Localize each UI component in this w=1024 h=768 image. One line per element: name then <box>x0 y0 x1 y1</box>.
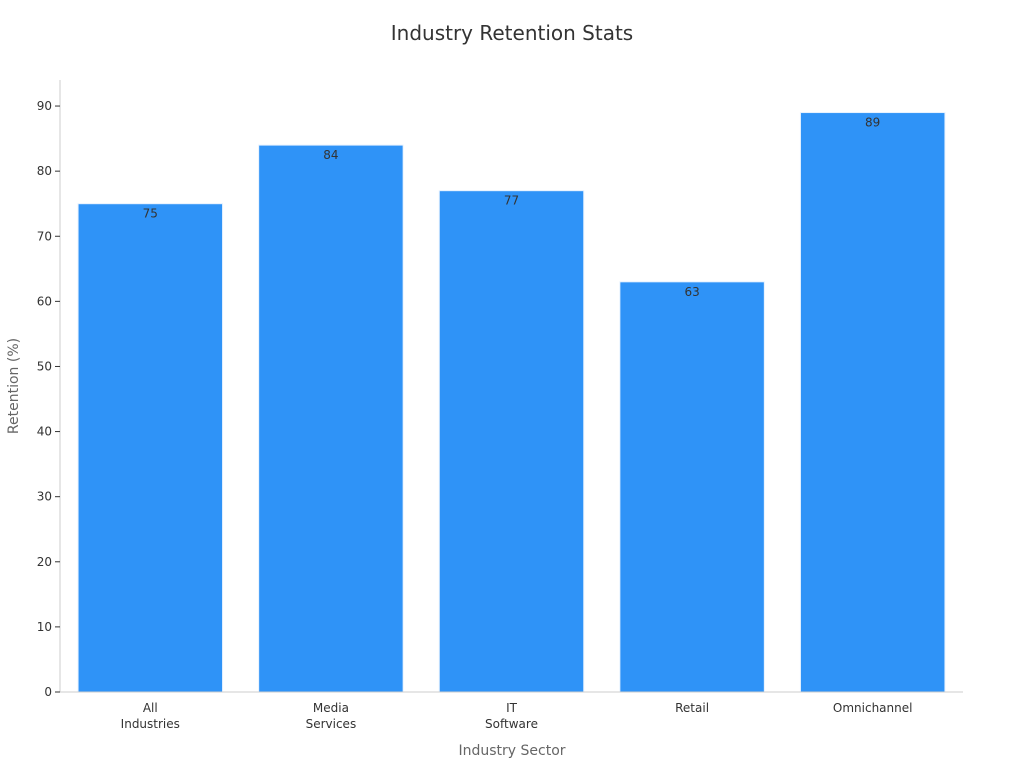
axes-layer: All Industries Media Services IT Software Reta… <box>37 80 963 731</box>
y-tick-label-7: 70 <box>37 229 52 243</box>
y-tick-label-6: 60 <box>37 294 52 308</box>
data-label-0: 75 <box>143 207 158 221</box>
y-axis-label: Retention (%) <box>6 338 22 434</box>
y-tick-label-9: 90 <box>37 99 52 113</box>
bar-2 <box>438 190 585 693</box>
data-label-1: 84 <box>323 148 338 162</box>
y-tick-label-2: 20 <box>37 555 52 569</box>
x-tick-label-3: Retail <box>675 701 709 715</box>
y-tick-label-5: 50 <box>37 359 52 373</box>
x-tick-label-4: Omnichannel <box>833 701 913 715</box>
y-tick-label-3: 30 <box>37 490 52 504</box>
data-label-4: 89 <box>865 116 880 130</box>
y-tick-label-4: 40 <box>37 425 52 439</box>
chart-title: Industry Retention Stats <box>391 21 633 45</box>
data-label-2: 77 <box>504 194 519 208</box>
x-tick-label-0: All Industries <box>121 701 180 731</box>
data-label-3: 63 <box>684 285 699 299</box>
x-tick-label-2: IT Software <box>485 701 538 731</box>
bars-layer: 75 84 77 63 89 <box>77 112 946 693</box>
y-tick-label-1: 10 <box>37 620 52 634</box>
x-axis-label: Industry Sector <box>458 743 565 759</box>
bar-1 <box>258 144 404 693</box>
bar-0 <box>77 203 224 693</box>
bar-3 <box>619 281 765 693</box>
y-tick-label-8: 80 <box>37 164 52 178</box>
x-tick-label-1: Media Services <box>306 701 357 731</box>
bar-4 <box>799 112 946 693</box>
y-tick-label-0: 0 <box>44 685 52 699</box>
